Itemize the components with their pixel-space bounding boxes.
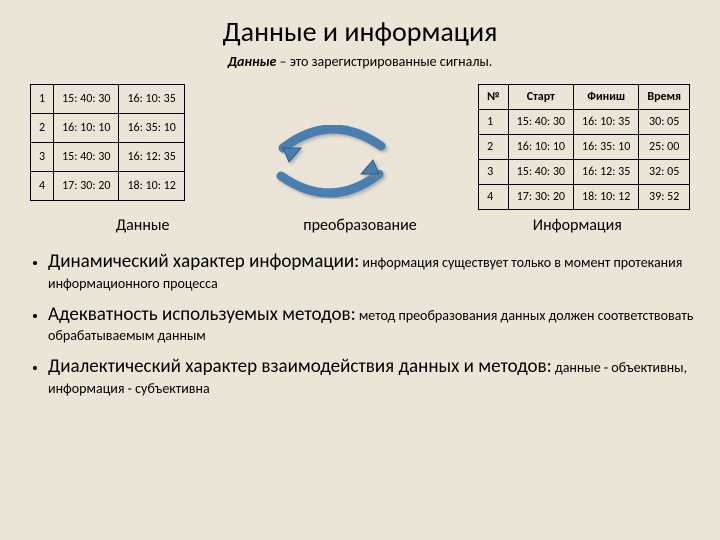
table-row: 115: 40: 3016: 10: 35 [31, 85, 185, 114]
table-cell: 16: 10: 10 [54, 114, 119, 143]
table-cell: 1 [31, 85, 54, 114]
table-row: 417: 30: 2018: 10: 1239: 52 [479, 185, 690, 210]
table-cell: 16: 12: 35 [119, 143, 184, 172]
table-header: № [479, 85, 509, 110]
table-row: 115: 40: 3016: 10: 3530: 05 [479, 110, 690, 135]
page-title: Данные и информация [22, 14, 698, 49]
transform-arrow [261, 116, 401, 206]
subtitle-lead: Данные [228, 53, 277, 70]
table-header: Время [639, 85, 690, 110]
caption-mid: преобразование [251, 216, 468, 235]
table-cell: 30: 05 [639, 110, 690, 135]
table-cell: 25: 00 [639, 135, 690, 160]
table-row: 315: 40: 3016: 12: 35 [31, 143, 185, 172]
table-cell: 1 [479, 110, 509, 135]
list-item: Диалектический характер взаимодействия д… [48, 354, 694, 399]
table-cell: 15: 40: 30 [54, 85, 119, 114]
caption-right: Информация [469, 216, 686, 235]
table-cell: 2 [479, 135, 509, 160]
table-header: Финиш [574, 85, 639, 110]
captions-row: Данные преобразование Информация [22, 210, 698, 235]
table-cell: 16: 35: 10 [574, 135, 639, 160]
tables-row: 115: 40: 3016: 10: 35216: 10: 1016: 35: … [22, 84, 698, 210]
left-table: 115: 40: 3016: 10: 35216: 10: 1016: 35: … [30, 84, 185, 201]
table-cell: 32: 05 [639, 160, 690, 185]
table-cell: 16: 10: 35 [119, 85, 184, 114]
subtitle-rest: – это зарегистрированные сигналы. [276, 53, 492, 70]
subtitle: Данные – это зарегистрированные сигналы. [22, 53, 698, 70]
table-cell: 17: 30: 20 [54, 172, 119, 201]
list-item: Адекватность используемых методов: метод… [48, 302, 694, 347]
bullet-list: Динамический характер информации: информ… [22, 249, 698, 399]
bullet-lead: Адекватность используемых методов: [48, 303, 356, 326]
table-cell: 15: 40: 30 [54, 143, 119, 172]
table-cell: 39: 52 [639, 185, 690, 210]
caption-left: Данные [34, 216, 251, 235]
bullet-lead: Диалектический характер взаимодействия д… [48, 355, 552, 378]
table-cell: 16: 35: 10 [119, 114, 184, 143]
table-row: 417: 30: 2018: 10: 12 [31, 172, 185, 201]
table-cell: 4 [479, 185, 509, 210]
table-row: 216: 10: 1016: 35: 1025: 00 [479, 135, 690, 160]
table-cell: 2 [31, 114, 54, 143]
table-row: 315: 40: 3016: 12: 3532: 05 [479, 160, 690, 185]
table-cell: 15: 40: 30 [508, 160, 573, 185]
right-table: №СтартФинишВремя 115: 40: 3016: 10: 3530… [478, 84, 690, 210]
table-cell: 16: 12: 35 [574, 160, 639, 185]
table-cell: 15: 40: 30 [508, 110, 573, 135]
bullet-lead: Динамический характер информации: [48, 250, 359, 273]
table-cell: 16: 10: 35 [574, 110, 639, 135]
table-cell: 18: 10: 12 [119, 172, 184, 201]
table-cell: 3 [31, 143, 54, 172]
table-row: 216: 10: 1016: 35: 10 [31, 114, 185, 143]
table-header: Старт [508, 85, 573, 110]
table-cell: 3 [479, 160, 509, 185]
table-cell: 17: 30: 20 [508, 185, 573, 210]
list-item: Динамический характер информации: информ… [48, 249, 694, 294]
table-cell: 18: 10: 12 [574, 185, 639, 210]
table-cell: 4 [31, 172, 54, 201]
table-cell: 16: 10: 10 [508, 135, 573, 160]
